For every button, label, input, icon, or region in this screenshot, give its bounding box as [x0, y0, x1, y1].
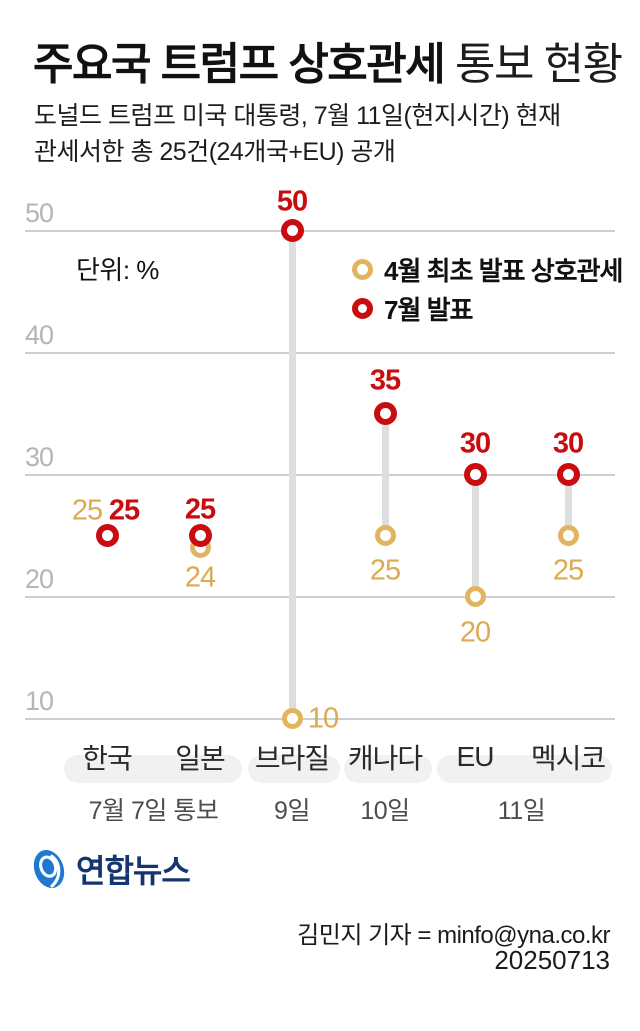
country-label-4: EU [456, 741, 495, 772]
page-title: 주요국 트럼프 상호관세 통보 현황 [33, 28, 623, 92]
marker-april-4 [464, 585, 486, 607]
marker-july-2 [280, 218, 304, 242]
country-label-3: 캐나다 [347, 743, 423, 774]
page-title-bold: 주요국 트럼프 상호관세 [33, 40, 446, 89]
country-label-0: 한국 [82, 743, 133, 774]
marker-april-2 [281, 707, 303, 729]
value-label-july-0: 25 [108, 494, 140, 527]
value-label-april-1: 24 [184, 561, 216, 594]
ytick-label-50: 50 [25, 198, 54, 228]
value-label-july-4: 30 [459, 427, 491, 460]
value-label-april-0: 25 [71, 494, 103, 527]
gridline-20 [25, 596, 615, 598]
legend-label-april: 4월 최초 발표 상호관세 [384, 256, 623, 286]
yonhap-logo: 연합뉴스 [28, 845, 191, 893]
ytick-label-30: 30 [25, 442, 54, 472]
date-label-2: 10일 [360, 797, 410, 825]
axis-pill-3 [437, 755, 612, 783]
connector-5 [564, 474, 572, 535]
ytick-label-10: 10 [25, 686, 54, 716]
legend-row-april: 4월 최초 발표 상호관세 [352, 250, 623, 289]
axis-pill-0 [64, 755, 242, 783]
july-legend-marker-icon [352, 298, 373, 319]
legend-label-july: 7월 발표 [384, 295, 473, 325]
marker-july-0 [95, 523, 119, 547]
marker-july-1 [188, 523, 212, 547]
connector-4 [471, 474, 479, 596]
marker-april-3 [374, 524, 396, 546]
country-label-1: 일본 [175, 743, 226, 774]
legend-row-july: 7월 발표 [352, 289, 622, 328]
value-label-april-5: 25 [552, 554, 584, 587]
value-label-july-2: 50 [276, 185, 308, 218]
gridline-30 [25, 474, 615, 476]
value-label-july-1: 25 [184, 493, 216, 526]
marker-july-4 [463, 462, 487, 486]
yonhap-logo-text: 연합뉴스 [76, 853, 191, 889]
value-label-july-3: 35 [369, 364, 401, 397]
country-label-5: 멕시코 [530, 743, 606, 774]
unit-label: 단위: % [76, 255, 159, 285]
subtitle-line-1: 도널드 트럼프 미국 대통령, 7월 11일(현지시간) 현재 [34, 102, 561, 130]
page-title-light: 통보 현황 [444, 40, 623, 89]
value-label-april-2: 10 [307, 702, 339, 735]
value-label-april-4: 20 [459, 616, 491, 649]
marker-april-5 [557, 524, 579, 546]
gridline-50 [25, 230, 615, 232]
date-label-3: 11일 [497, 797, 546, 825]
ytick-label-40: 40 [25, 320, 54, 350]
connector-3 [381, 413, 389, 535]
date-label-0: 7월 7일 통보 [88, 797, 219, 825]
chart-legend: 4월 최초 발표 상호관세 7월 발표 [352, 250, 623, 328]
marker-july-5 [556, 462, 580, 486]
axis-pill-2 [344, 755, 432, 783]
date-code: 20250713 [494, 945, 610, 975]
connector-2 [288, 230, 296, 718]
axis-pill-1 [248, 755, 340, 783]
ytick-label-20: 20 [25, 564, 54, 594]
date-label-1: 9일 [274, 797, 310, 825]
yonhap-globe-icon [33, 850, 65, 888]
marker-july-3 [373, 401, 397, 425]
april-legend-marker-icon [352, 259, 373, 280]
country-label-2: 브라질 [254, 743, 330, 774]
value-label-july-5: 30 [552, 427, 584, 460]
gridline-40 [25, 352, 615, 354]
reporter-credit: 김민지 기자 = minfo@yna.co.kr [297, 922, 610, 949]
value-label-april-3: 25 [369, 554, 401, 587]
gridline-10 [25, 718, 615, 720]
subtitle-line-2: 관세서한 총 25건(24개국+EU) 공개 [34, 138, 396, 166]
